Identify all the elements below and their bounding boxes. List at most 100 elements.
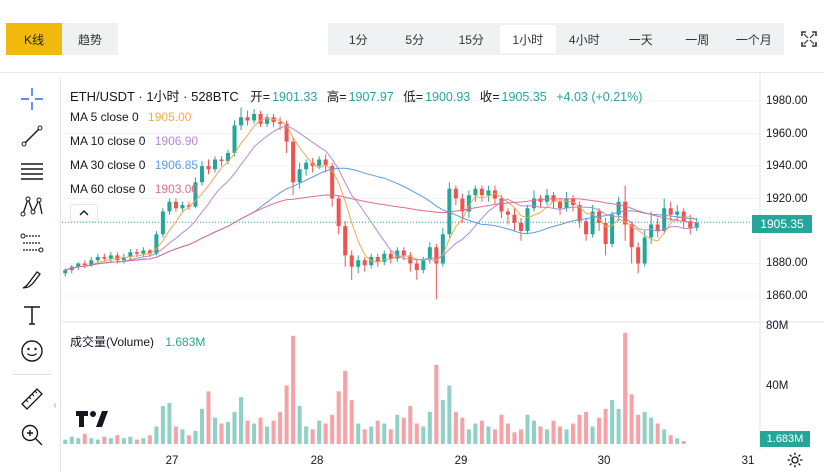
interval-1mo[interactable]: 一个月 (735, 32, 772, 47)
volume-bar (63, 439, 68, 444)
volume-bar (629, 394, 634, 444)
volume-bar (95, 439, 100, 444)
candle-body (401, 250, 406, 256)
fullscreen-button[interactable] (794, 23, 824, 55)
candle-body (349, 255, 354, 267)
change-value: +4.03 (+0.21%) (556, 90, 643, 104)
volume-bar (616, 408, 621, 444)
candle-body (362, 260, 367, 266)
ma5-line (65, 117, 697, 271)
candle-body (167, 201, 172, 212)
ma30-legend: MA 30 close 0 1906.85 (70, 158, 200, 172)
volume-bar (291, 335, 296, 444)
fib-tool[interactable] (14, 228, 50, 258)
volume-bar (479, 420, 484, 444)
candle-body (336, 198, 341, 227)
volume-bar (304, 426, 309, 444)
candle-body (160, 211, 165, 235)
interval-1h[interactable]: 1小时 (499, 25, 556, 53)
volume-title: 成交量(Volume) (70, 335, 155, 349)
candle-body (558, 201, 563, 209)
text-tool[interactable] (14, 300, 50, 330)
interval-selector: 1分 5分 15分 1小时 4小时 一天 一周 一个月 (328, 23, 784, 55)
candle-body (434, 247, 439, 264)
candle-body (655, 224, 660, 231)
ruler-tool[interactable] (14, 384, 50, 414)
price-tick: 1860.00 (766, 290, 808, 302)
volume-bar (584, 411, 589, 444)
candle-body (199, 166, 204, 183)
volume-bar (447, 385, 452, 444)
candle-body (466, 195, 471, 212)
legend-collapse-button[interactable] (70, 204, 98, 222)
ma10-label: MA 10 close 0 (70, 134, 146, 148)
candle-body (134, 252, 139, 254)
interval-1m[interactable]: 1分 (348, 32, 368, 47)
toolbar-separator (12, 374, 52, 375)
horizontal-lines-tool[interactable] (14, 156, 50, 186)
tradingview-logo-icon (76, 411, 108, 427)
candle-body (414, 263, 419, 270)
scroll-left-handle[interactable]: ‹ (53, 399, 57, 411)
pattern-tool[interactable] (14, 192, 50, 222)
crosshair-tool[interactable] (14, 84, 50, 114)
volume-bar (492, 429, 497, 444)
candle-body (688, 221, 693, 228)
ma60-line (65, 194, 697, 271)
interval-15m[interactable]: 15分 (458, 32, 484, 47)
candle-body (584, 221, 589, 235)
interval-1d[interactable]: 一天 (628, 32, 653, 47)
volume-bar (330, 414, 335, 444)
volume-bar (538, 426, 543, 444)
tab-kline[interactable]: K线 (6, 23, 62, 55)
ma5-value: 1905.00 (148, 110, 192, 124)
zoom-in-icon (21, 424, 43, 446)
candle-body (180, 205, 185, 209)
emoji-tool[interactable] (14, 336, 50, 366)
volume-bar (284, 385, 289, 444)
price-tick: 1980.00 (766, 95, 808, 107)
volume-bar (336, 391, 341, 444)
volume-bar (265, 426, 270, 444)
volume-bar (388, 429, 393, 444)
tab-trend[interactable]: 趋势 (62, 23, 118, 55)
emoji-icon (21, 340, 43, 362)
candle-body (694, 222, 699, 228)
volume-bar (662, 429, 667, 444)
candle-body (245, 117, 250, 121)
candle-body (265, 117, 270, 124)
brush-tool[interactable] (14, 264, 50, 294)
volume-bar (193, 430, 198, 444)
view-tabs: K线 趋势 (6, 23, 118, 55)
candle-body (95, 257, 100, 261)
price-tick: 1880.00 (766, 257, 808, 269)
volume-bar (278, 411, 283, 444)
candle-body (102, 257, 107, 259)
fib-retracement-icon (20, 233, 44, 253)
volume-bar (232, 411, 237, 444)
chart-settings-button[interactable] (784, 450, 806, 470)
volume-bar (466, 429, 471, 444)
candle-body (590, 211, 595, 235)
interval-4h[interactable]: 4小时 (568, 32, 600, 47)
crosshair-icon (21, 88, 43, 110)
interval-5m[interactable]: 5分 (405, 32, 425, 47)
volume-bar (421, 426, 426, 444)
volume-bar (597, 417, 602, 444)
interval-1w[interactable]: 一周 (685, 32, 710, 47)
candle-body (577, 205, 582, 222)
candle-body (89, 260, 94, 266)
volume-bar (82, 433, 87, 444)
candle-body (525, 208, 530, 231)
candle-body (121, 257, 126, 261)
zoom-tool[interactable] (14, 420, 50, 450)
volume-bar (655, 423, 660, 444)
high-label: 高= (326, 90, 347, 104)
volume-bar (427, 411, 432, 444)
volume-bar (89, 438, 94, 444)
volume-bar (141, 438, 146, 444)
trend-line-tool[interactable] (14, 121, 50, 151)
candle-body (479, 188, 484, 196)
candle-body (343, 226, 348, 256)
